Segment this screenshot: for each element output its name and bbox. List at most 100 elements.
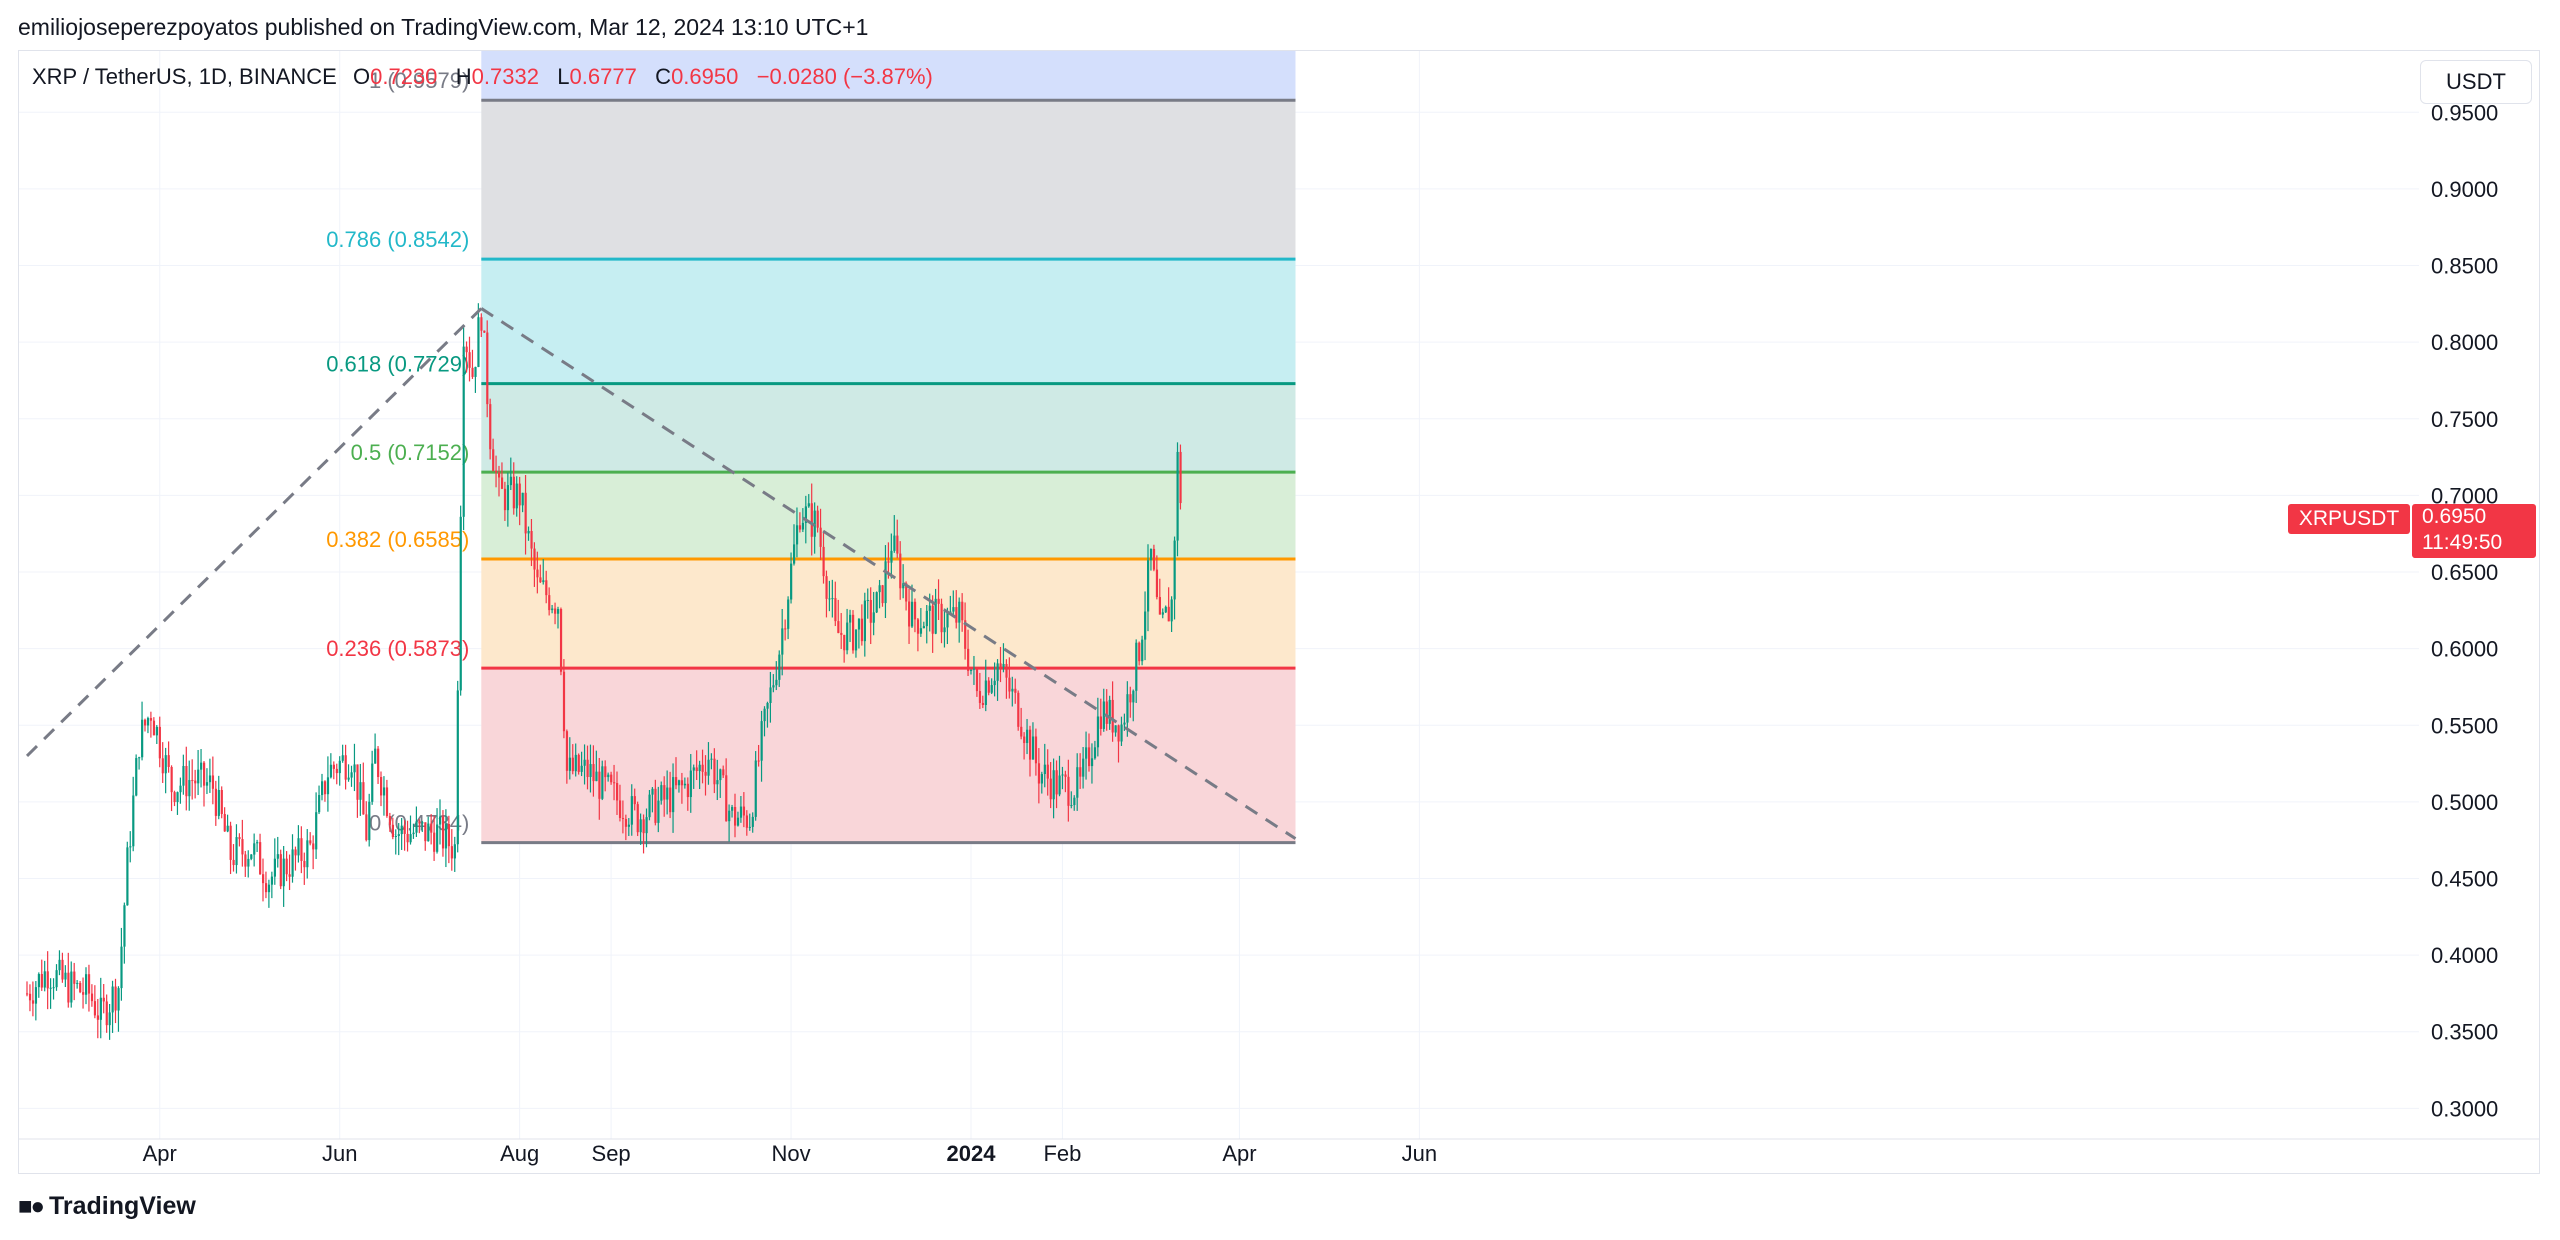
candle-body xyxy=(654,788,657,823)
candle-body xyxy=(439,816,442,825)
y-tick-label: 0.3500 xyxy=(2431,1020,2498,1045)
candle-body xyxy=(734,806,737,826)
candle-body xyxy=(872,612,875,623)
candle-body xyxy=(430,823,433,833)
candle-body xyxy=(73,971,76,984)
candle-body xyxy=(52,987,55,989)
candle-body xyxy=(318,795,321,813)
candle-body xyxy=(784,628,787,630)
candle-body xyxy=(382,787,386,796)
candle-body xyxy=(117,988,120,1011)
candle-body xyxy=(146,718,150,726)
candle-body xyxy=(1017,692,1020,727)
candle-body xyxy=(359,782,362,800)
candle-body xyxy=(182,765,185,786)
candle-body xyxy=(67,972,70,1003)
candle-body xyxy=(757,760,760,762)
candle-body xyxy=(176,792,179,803)
candle-body xyxy=(64,972,67,980)
candle-body xyxy=(984,680,987,705)
candle-body xyxy=(244,854,247,867)
candle-body xyxy=(285,858,288,875)
candle-body xyxy=(356,764,359,800)
legend-change: −0.0280 (−3.87%) xyxy=(756,64,933,89)
y-tick-label: 0.3000 xyxy=(2431,1096,2498,1121)
candle-body xyxy=(698,764,701,772)
publisher-caption: emiliojoseperezpoyatos published on Trad… xyxy=(18,14,869,40)
candle-body xyxy=(459,516,462,691)
candle-body xyxy=(406,833,409,843)
candle-body xyxy=(1034,736,1038,764)
candle-body xyxy=(742,806,746,816)
price-chart[interactable]: 0.3000 0.3500 0.4000 0.4500 0.5000 0.5500 0.60… xyxy=(19,51,2539,1173)
candle-body xyxy=(666,787,669,800)
tv-logo-icon: ■● xyxy=(18,1192,45,1220)
candle-body xyxy=(775,679,778,686)
candle-body xyxy=(884,561,887,604)
candle-body xyxy=(1123,722,1126,725)
candle-body xyxy=(1046,764,1049,779)
candle-body xyxy=(630,796,633,825)
candle-body xyxy=(1144,611,1147,640)
candle-body xyxy=(710,758,713,760)
candle-body xyxy=(477,317,480,367)
candle-body xyxy=(964,620,967,649)
candle-body xyxy=(890,550,893,563)
candle-body xyxy=(869,600,872,623)
candle-body xyxy=(385,787,389,817)
candle-body xyxy=(441,816,445,849)
candle-body xyxy=(167,755,170,767)
candle-body xyxy=(321,781,324,796)
candle-body xyxy=(332,764,335,769)
price-tag-symbol: XRPUSDT xyxy=(2288,504,2410,534)
candle-body xyxy=(335,768,338,774)
candle-body xyxy=(350,772,353,778)
candle-body xyxy=(1126,694,1129,723)
candle-body xyxy=(722,769,725,776)
candle-body xyxy=(79,982,82,993)
candle-body xyxy=(813,510,816,537)
candle-body xyxy=(1049,778,1052,800)
fib-level-label: 0.786 (0.8542) xyxy=(326,227,469,252)
candle-body xyxy=(787,599,790,629)
candle-body xyxy=(804,506,807,523)
y-tick-label: 0.9000 xyxy=(2431,177,2498,202)
candle-body xyxy=(633,796,636,805)
candle-body xyxy=(282,858,285,887)
candle-body xyxy=(618,800,622,818)
price-tag-countdown: 11:49:50 xyxy=(2422,531,2503,554)
x-tick-label: Nov xyxy=(771,1141,810,1166)
candle-body xyxy=(1058,775,1061,795)
candle-body xyxy=(1155,569,1159,598)
candle-body xyxy=(1031,736,1035,760)
fib-band-top xyxy=(481,51,1296,101)
candle-body xyxy=(1085,747,1088,759)
candle-body xyxy=(368,801,371,841)
candle-body xyxy=(326,777,330,795)
candle-body xyxy=(300,838,303,861)
candle-body xyxy=(763,708,766,722)
y-tick-label: 0.4000 xyxy=(2431,943,2498,968)
candle-body xyxy=(31,1000,35,1004)
candle-body xyxy=(191,780,194,782)
candle-body xyxy=(418,821,421,824)
candle-body xyxy=(905,583,908,602)
currency-button[interactable]: USDT xyxy=(2420,60,2532,104)
candle-body xyxy=(211,775,215,789)
candle-body xyxy=(601,766,604,799)
candle-body xyxy=(807,503,810,507)
candle-body xyxy=(1120,724,1123,742)
candle-body xyxy=(498,472,501,478)
chart-frame[interactable]: 0.3000 0.3500 0.4000 0.4500 0.5000 0.5500 0.60… xyxy=(18,50,2540,1174)
candle-body xyxy=(1096,716,1100,748)
candle-body xyxy=(1076,767,1079,798)
candle-body xyxy=(577,754,580,772)
y-tick-label: 0.8000 xyxy=(2431,330,2498,355)
candle-body xyxy=(170,766,173,793)
tradingview-logo[interactable]: ■● TradingView xyxy=(18,1192,196,1221)
candle-body xyxy=(967,648,970,671)
candle-body xyxy=(896,535,899,554)
candle-body xyxy=(43,971,46,988)
candle-body xyxy=(474,366,477,377)
candle-body xyxy=(616,783,619,801)
